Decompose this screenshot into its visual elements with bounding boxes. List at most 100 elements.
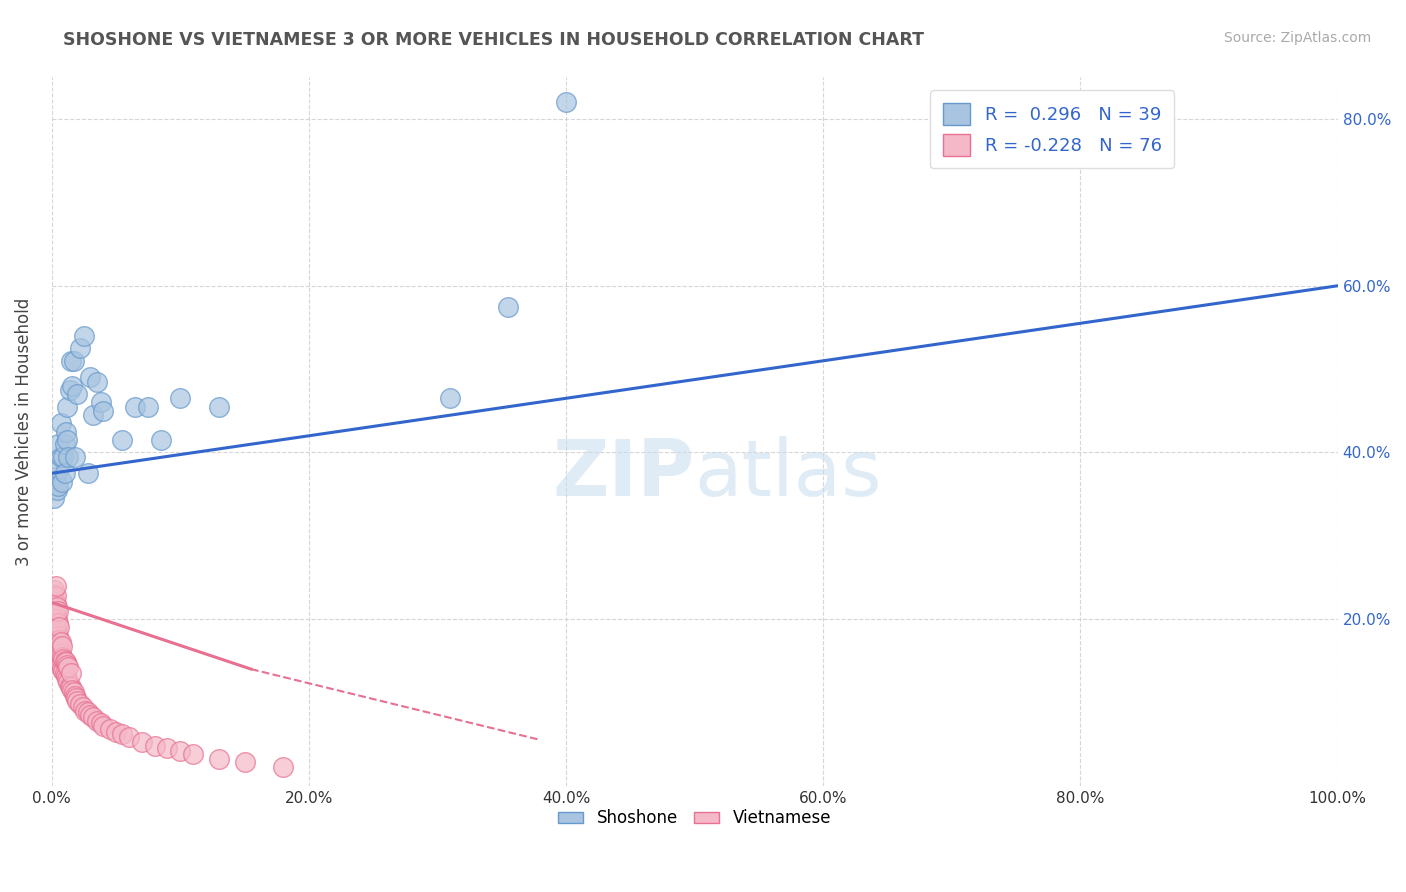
Point bbox=[45, 632, 67, 647]
Point bbox=[82, 408, 104, 422]
Point bbox=[73, 328, 96, 343]
Point bbox=[208, 400, 231, 414]
Point bbox=[51, 475, 73, 489]
Point bbox=[169, 744, 191, 758]
Point bbox=[49, 417, 72, 431]
Point bbox=[42, 616, 65, 631]
Point bbox=[439, 392, 461, 406]
Point bbox=[271, 760, 294, 774]
Point bbox=[91, 404, 114, 418]
Point bbox=[66, 694, 89, 708]
Point bbox=[90, 716, 112, 731]
Point bbox=[45, 589, 67, 603]
Point bbox=[53, 437, 76, 451]
Point bbox=[46, 437, 69, 451]
Text: atlas: atlas bbox=[695, 436, 882, 512]
Point bbox=[52, 652, 75, 666]
Point bbox=[63, 689, 86, 703]
Point bbox=[86, 714, 108, 728]
Point bbox=[75, 704, 97, 718]
Point bbox=[53, 666, 76, 681]
Point bbox=[49, 647, 72, 661]
Point bbox=[53, 467, 76, 481]
Point bbox=[59, 679, 82, 693]
Point bbox=[48, 620, 70, 634]
Point bbox=[45, 624, 67, 639]
Point bbox=[69, 341, 91, 355]
Point bbox=[46, 616, 69, 631]
Point bbox=[52, 450, 75, 464]
Point bbox=[111, 727, 134, 741]
Point bbox=[56, 672, 79, 686]
Text: Source: ZipAtlas.com: Source: ZipAtlas.com bbox=[1223, 31, 1371, 45]
Point bbox=[56, 433, 79, 447]
Point bbox=[555, 95, 578, 110]
Point bbox=[45, 483, 67, 497]
Point bbox=[44, 591, 66, 606]
Point bbox=[51, 649, 73, 664]
Point bbox=[44, 582, 66, 597]
Point bbox=[72, 699, 94, 714]
Point bbox=[55, 669, 77, 683]
Point bbox=[90, 395, 112, 409]
Point bbox=[60, 682, 83, 697]
Point bbox=[233, 756, 256, 770]
Point bbox=[46, 641, 69, 656]
Text: SHOSHONE VS VIETNAMESE 3 OR MORE VEHICLES IN HOUSEHOLD CORRELATION CHART: SHOSHONE VS VIETNAMESE 3 OR MORE VEHICLE… bbox=[63, 31, 924, 49]
Point bbox=[56, 657, 79, 672]
Point bbox=[49, 657, 72, 672]
Point bbox=[69, 697, 91, 711]
Point bbox=[55, 425, 77, 439]
Point bbox=[91, 719, 114, 733]
Point bbox=[60, 353, 83, 368]
Point bbox=[45, 607, 67, 622]
Point bbox=[62, 353, 84, 368]
Point bbox=[45, 645, 67, 659]
Point bbox=[60, 666, 83, 681]
Point bbox=[48, 656, 70, 670]
Point bbox=[181, 747, 204, 761]
Point bbox=[58, 450, 80, 464]
Point bbox=[55, 656, 77, 670]
Point bbox=[56, 400, 79, 414]
Point bbox=[44, 641, 66, 656]
Point bbox=[46, 629, 69, 643]
Point bbox=[58, 660, 80, 674]
Point bbox=[53, 654, 76, 668]
Point bbox=[51, 639, 73, 653]
Point bbox=[496, 300, 519, 314]
Point bbox=[58, 674, 80, 689]
Y-axis label: 3 or more Vehicles in Household: 3 or more Vehicles in Household bbox=[15, 298, 32, 566]
Point bbox=[66, 387, 89, 401]
Point bbox=[79, 370, 101, 384]
Point bbox=[51, 662, 73, 676]
Point bbox=[105, 724, 128, 739]
Point bbox=[45, 620, 67, 634]
Point bbox=[62, 685, 84, 699]
Point bbox=[86, 375, 108, 389]
Point bbox=[52, 664, 75, 678]
Point bbox=[49, 635, 72, 649]
Text: ZIP: ZIP bbox=[553, 436, 695, 512]
Point bbox=[48, 632, 70, 647]
Point bbox=[45, 637, 67, 651]
Point bbox=[45, 612, 67, 626]
Point bbox=[45, 579, 67, 593]
Point bbox=[76, 467, 98, 481]
Point bbox=[45, 599, 67, 614]
Point bbox=[44, 624, 66, 639]
Point bbox=[111, 433, 134, 447]
Point bbox=[208, 752, 231, 766]
Point bbox=[124, 400, 146, 414]
Point bbox=[46, 654, 69, 668]
Point bbox=[136, 400, 159, 414]
Point bbox=[76, 706, 98, 720]
Point bbox=[46, 479, 69, 493]
Point bbox=[60, 378, 83, 392]
Point bbox=[48, 645, 70, 659]
Point bbox=[48, 462, 70, 476]
Point bbox=[59, 383, 82, 397]
Point bbox=[46, 604, 69, 618]
Point bbox=[143, 739, 166, 753]
Point bbox=[44, 491, 66, 506]
